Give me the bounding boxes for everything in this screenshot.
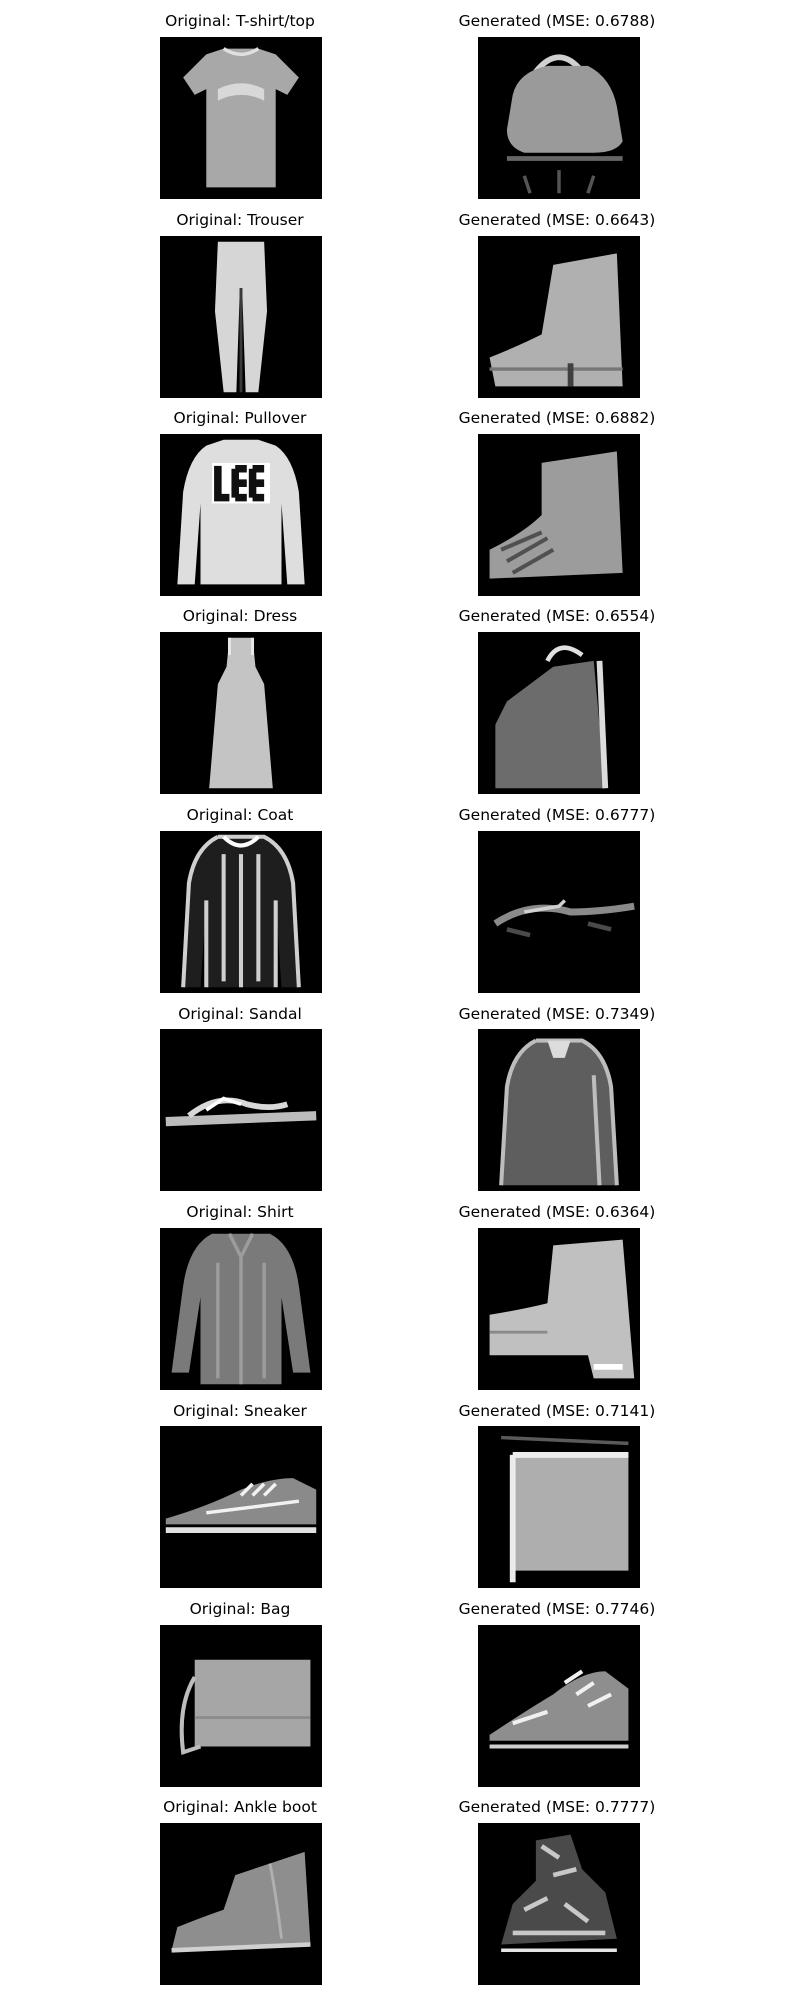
- generated-image: [478, 1426, 640, 1588]
- sandal-image: [165, 1096, 317, 1127]
- generated-title: Generated (MSE: 0.6882): [458, 409, 656, 427]
- generated-coat-image: [499, 1038, 619, 1186]
- ankle-boot-image: [171, 1851, 311, 1953]
- tshirt-image: [183, 47, 299, 188]
- sneaker-image: [165, 1478, 317, 1534]
- generated-title: Generated (MSE: 0.7777): [458, 1798, 656, 1816]
- generated-title: Generated (MSE: 0.7746): [458, 1600, 656, 1618]
- original-title: Original: Sneaker: [173, 1402, 307, 1420]
- generated-mixed-image: [501, 1834, 617, 1953]
- generated-bag-image: [501, 1435, 629, 1583]
- generated-title: Generated (MSE: 0.7349): [458, 1005, 656, 1023]
- generated-title: Generated (MSE: 0.6364): [458, 1203, 656, 1221]
- trouser-image: [214, 241, 268, 393]
- generated-image: [478, 236, 640, 398]
- original-image: [160, 434, 322, 596]
- original-image: [160, 1228, 322, 1390]
- generated-image: [478, 831, 640, 993]
- generated-title: Generated (MSE: 0.6554): [458, 607, 656, 625]
- coat-image: [181, 834, 301, 988]
- shirt-image: [171, 1233, 311, 1385]
- generated-image: [478, 1029, 640, 1191]
- dress-image: [209, 637, 273, 789]
- generated-sneaker-image: [489, 1669, 629, 1749]
- generated-boot-image: [489, 451, 623, 579]
- generated-title: Generated (MSE: 0.7141): [458, 1402, 656, 1420]
- generated-image: [478, 37, 640, 199]
- original-image: [160, 831, 322, 993]
- generated-image: [478, 1823, 640, 1985]
- generated-image: [478, 632, 640, 794]
- original-title: Original: T-shirt/top: [165, 12, 315, 30]
- generated-title: Generated (MSE: 0.6788): [458, 12, 656, 30]
- original-image: [160, 1426, 322, 1588]
- original-title: Original: Shirt: [186, 1203, 294, 1221]
- pullover-image: [177, 439, 305, 585]
- original-title: Original: Coat: [186, 806, 294, 824]
- original-title: Original: Pullover: [173, 409, 307, 427]
- generated-image: [478, 1228, 640, 1390]
- original-title: Original: Bag: [189, 1600, 291, 1618]
- original-image: [160, 1625, 322, 1787]
- bag-image: [179, 1659, 311, 1755]
- generated-sandal-image: [493, 899, 635, 938]
- generated-bag-image: [506, 54, 623, 194]
- generated-boot-image: [489, 1239, 635, 1379]
- original-image: [160, 1823, 322, 1985]
- generated-image: [478, 1625, 640, 1787]
- original-image: [160, 1029, 322, 1191]
- original-image: [160, 632, 322, 794]
- original-title: Original: Trouser: [176, 211, 304, 229]
- original-image: [160, 236, 322, 398]
- generated-bag-image: [495, 645, 609, 789]
- generated-title: Generated (MSE: 0.6643): [458, 211, 656, 229]
- generated-image: [478, 434, 640, 596]
- original-title: Original: Sandal: [178, 1005, 302, 1023]
- original-image: [160, 37, 322, 199]
- generated-boot-image: [489, 253, 623, 387]
- original-title: Original: Dress: [182, 607, 298, 625]
- original-title: Original: Ankle boot: [163, 1798, 317, 1816]
- generated-title: Generated (MSE: 0.6777): [458, 806, 656, 824]
